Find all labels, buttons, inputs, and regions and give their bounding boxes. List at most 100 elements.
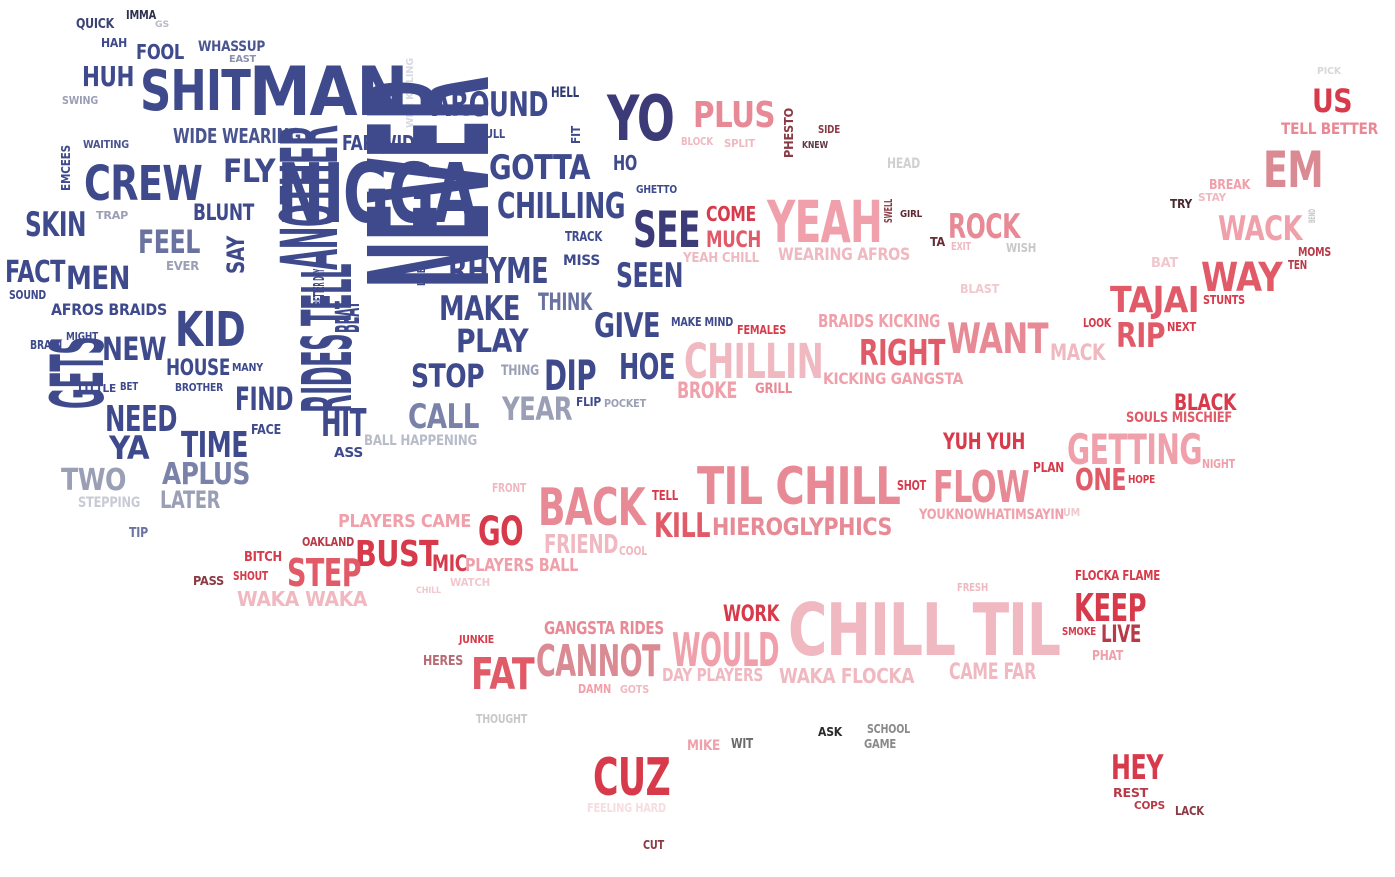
cloud-word: OAKLAND <box>302 535 355 549</box>
cloud-word: GAME <box>864 737 897 751</box>
cloud-word: STEP <box>287 551 362 595</box>
cloud-word: BITCH <box>244 550 282 565</box>
cloud-word: PHAT <box>1092 649 1123 664</box>
cloud-word: FLOCKA FLAME <box>1075 569 1161 584</box>
cloud-word: PLUS <box>693 95 776 136</box>
cloud-word: SPLIT <box>724 137 755 150</box>
cloud-word: MIC <box>432 552 467 577</box>
cloud-word: WORK <box>723 602 780 627</box>
cloud-word: MISS <box>563 253 600 269</box>
cloud-word: POCKET <box>604 397 646 410</box>
cloud-word: WEARING AFROS <box>778 245 911 265</box>
cloud-word: US <box>1312 82 1353 120</box>
cloud-word: MAKE MIND <box>671 315 734 329</box>
cloud-word: GRILL <box>755 381 792 397</box>
cloud-word: GOTS <box>620 683 649 696</box>
cloud-word: SHOT <box>897 479 926 494</box>
cloud-word: GO <box>478 509 524 555</box>
cloud-word: LOOK <box>1083 316 1111 330</box>
cloud-word: SCHOOL <box>867 722 911 736</box>
cloud-word: HOPE <box>1128 473 1156 486</box>
cloud-word: WIT <box>731 737 754 752</box>
cloud-word: FLOW <box>933 462 1030 513</box>
cloud-word: PICK <box>1317 66 1342 77</box>
cloud-word: FACT <box>5 255 66 290</box>
cloud-word: ONE <box>1075 463 1127 498</box>
cloud-word: THOUGHT <box>476 712 528 726</box>
cloud-word: NEXT <box>1167 320 1196 334</box>
cloud-word: FOOL <box>136 40 184 64</box>
cloud-word: STUNTS <box>1203 293 1245 307</box>
cloud-word: WAITING <box>83 138 129 151</box>
cloud-word: SHOUT <box>233 569 268 583</box>
cloud-word: REST <box>1113 786 1149 800</box>
cloud-word: KID <box>175 302 246 358</box>
cloud-word: MOMS <box>1298 245 1332 259</box>
cloud-word: PASS <box>193 574 225 588</box>
cloud-word: EXIT <box>951 240 972 253</box>
cloud-word: TELL BETTER <box>1281 119 1378 138</box>
cloud-word: NEED <box>105 399 177 440</box>
cloud-word: WISH <box>1006 241 1037 255</box>
cloud-word: ASS <box>334 446 364 461</box>
cloud-word: HEAD <box>887 156 920 172</box>
cloud-word: SWING <box>62 94 99 107</box>
cloud-word: FLY <box>223 152 276 190</box>
cloud-word: PLAYERS CAME <box>338 511 472 532</box>
cloud-word: WIDE WEARING <box>173 124 302 148</box>
cloud-word: LACK <box>1175 804 1205 818</box>
cloud-word: STOP <box>411 357 484 395</box>
cloud-word: BALL HAPPENING <box>364 433 477 449</box>
cloud-word: COPS <box>1134 799 1166 812</box>
cloud-word: CHILL TIL <box>788 588 1061 672</box>
cloud-word: RIDES TELL <box>288 264 368 413</box>
cloud-word: FLIP <box>576 395 602 409</box>
cloud-word: BROTHER <box>175 381 224 394</box>
cloud-word: EM <box>1263 141 1324 199</box>
cloud-word: UM <box>1063 506 1081 519</box>
cloud-word: SOULS MISCHIEF <box>1126 410 1233 426</box>
cloud-word: MAKE <box>439 289 521 329</box>
cloud-word: PLAY <box>456 322 529 360</box>
cloud-word: SMOKE <box>1062 625 1097 638</box>
cloud-word: MANY <box>232 361 264 374</box>
cloud-word: FAR WIDE <box>342 131 426 155</box>
cloud-word: CAME FAR <box>949 660 1037 685</box>
cloud-word: SKIN <box>25 205 87 245</box>
cloud-word: EVER <box>166 259 199 273</box>
cloud-word: TELL <box>652 489 678 504</box>
cloud-word: KICKING GANGSTA <box>823 369 964 388</box>
cloud-word: NEW <box>102 330 166 368</box>
cloud-word: FEEL <box>138 223 200 261</box>
cloud-word: TEN <box>1288 258 1308 272</box>
cloud-word: BLUNT <box>193 201 254 226</box>
cloud-word: FIND <box>235 380 294 418</box>
cloud-word: DAY PLAYERS <box>662 665 764 686</box>
cloud-word: HOUSE <box>166 356 230 381</box>
cloud-word: MEN <box>66 259 130 297</box>
cloud-word: GOTTA <box>489 148 591 188</box>
cloud-word: HELL <box>551 85 580 101</box>
cloud-word: FEELING HARD <box>587 801 666 815</box>
cloud-word: HIEROGLYPHICS <box>712 513 893 541</box>
cloud-word: PLAN <box>1033 461 1065 476</box>
cloud-word: JUNKIE <box>459 633 495 646</box>
cloud-word: BUST <box>355 534 439 575</box>
cloud-word: YA <box>109 429 150 467</box>
cloud-word: GETTING <box>1067 425 1203 474</box>
cloud-word: MIKE <box>687 738 721 754</box>
cloud-word: BLOCK <box>681 135 714 148</box>
cloud-word: PULL <box>478 127 505 141</box>
cloud-word: CHILLIN <box>684 334 824 390</box>
cloud-word: GHETTO <box>636 183 678 196</box>
cloud-word: SIDE <box>818 123 841 136</box>
cloud-word: ROCK <box>948 207 1020 247</box>
cloud-word: STAY <box>1198 191 1226 204</box>
cloud-word: BREAK <box>1209 178 1251 193</box>
cloud-word: MUCH <box>706 228 762 253</box>
cloud-word: HEY <box>1111 748 1163 788</box>
cloud-word: MIGHT <box>66 330 98 343</box>
cloud-word: SAY <box>222 236 250 274</box>
cloud-word: FRIEND <box>544 530 619 560</box>
